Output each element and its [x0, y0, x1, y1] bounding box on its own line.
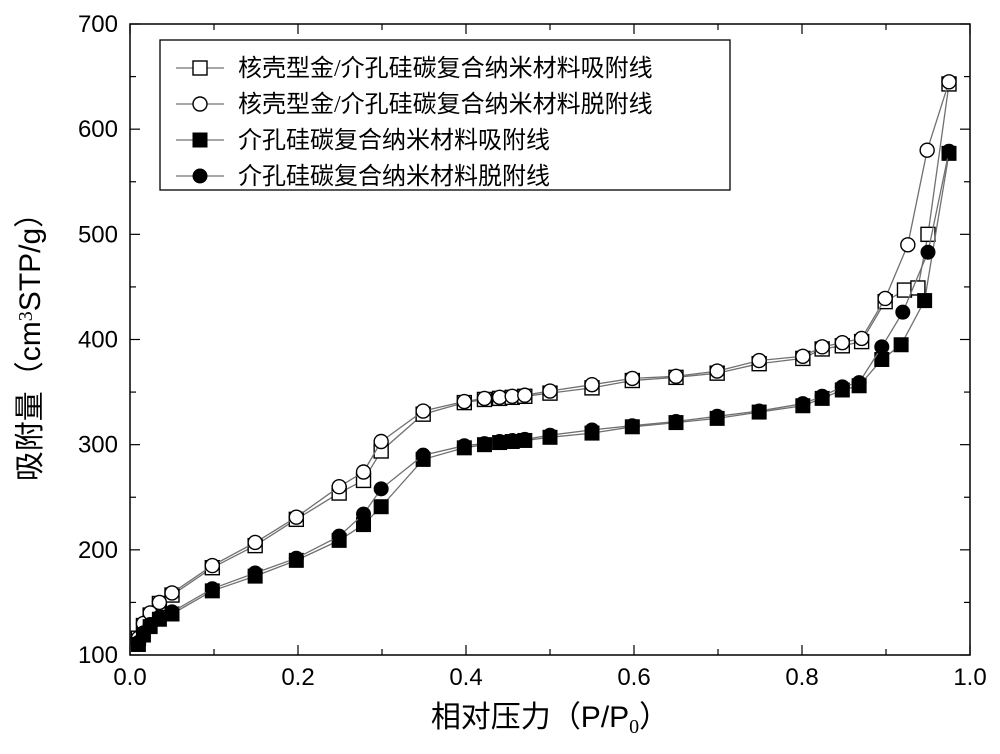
y-tick-label: 100	[78, 642, 118, 669]
x-tick-label: 0.8	[785, 664, 818, 691]
y-tick-label: 300	[78, 432, 118, 459]
x-tick-label: 0.0	[113, 664, 146, 691]
y-tick-label: 400	[78, 327, 118, 354]
y-tick-label: 200	[78, 537, 118, 564]
legend-label: 核壳型金/介孔硅碳复合纳米材料脱附线	[238, 91, 653, 118]
y-tick-label: 500	[78, 221, 118, 248]
x-tick-label: 0.6	[617, 664, 650, 691]
y-axis-title: 吸附量（cm3STP/g）	[14, 198, 47, 481]
legend-label: 介孔硅碳复合纳米材料脱附线	[238, 163, 550, 190]
legend-label: 核壳型金/介孔硅碳复合纳米材料吸附线	[238, 55, 653, 82]
x-tick-label: 0.2	[281, 664, 314, 691]
legend: 核壳型金/介孔硅碳复合纳米材料吸附线核壳型金/介孔硅碳复合纳米材料脱附线介孔硅碳…	[160, 40, 730, 190]
y-tick-label: 700	[78, 11, 118, 38]
x-axis-title: 相对压力（P/P0）	[431, 701, 669, 738]
x-tick-label: 0.4	[449, 664, 482, 691]
legend-label: 介孔硅碳复合纳米材料吸附线	[238, 127, 550, 154]
chart-container: 0.0 0.2 0.4 0.6 0.8 1.0 100 200 300 400 500 600 700 相…	[0, 0, 1000, 754]
x-tick-label: 1.0	[953, 664, 986, 691]
isotherm-chart: 0.0 0.2 0.4 0.6 0.8 1.0 100 200 300 400 500 600 700 相…	[0, 0, 1000, 754]
y-tick-label: 600	[78, 116, 118, 143]
